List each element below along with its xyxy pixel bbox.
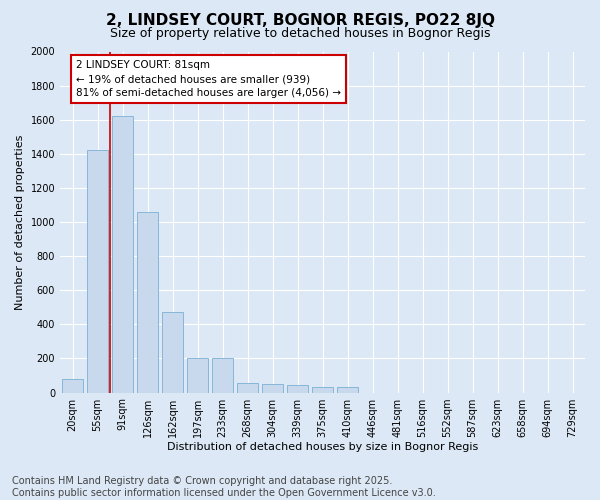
Text: Size of property relative to detached houses in Bognor Regis: Size of property relative to detached ho…	[110, 28, 490, 40]
Bar	[312, 386, 333, 392]
Bar	[137, 212, 158, 392]
Bar	[162, 312, 183, 392]
Bar	[212, 358, 233, 392]
Bar	[337, 386, 358, 392]
Text: 2 LINDSEY COURT: 81sqm
← 19% of detached houses are smaller (939)
81% of semi-de: 2 LINDSEY COURT: 81sqm ← 19% of detached…	[76, 60, 341, 98]
Bar	[187, 358, 208, 392]
Text: Contains HM Land Registry data © Crown copyright and database right 2025.
Contai: Contains HM Land Registry data © Crown c…	[12, 476, 436, 498]
Y-axis label: Number of detached properties: Number of detached properties	[15, 134, 25, 310]
Bar	[237, 383, 258, 392]
Text: 2, LINDSEY COURT, BOGNOR REGIS, PO22 8JQ: 2, LINDSEY COURT, BOGNOR REGIS, PO22 8JQ	[106, 12, 494, 28]
Bar	[287, 385, 308, 392]
Bar	[62, 379, 83, 392]
Bar	[112, 116, 133, 392]
X-axis label: Distribution of detached houses by size in Bognor Regis: Distribution of detached houses by size …	[167, 442, 478, 452]
Bar	[87, 150, 108, 392]
Bar	[262, 384, 283, 392]
